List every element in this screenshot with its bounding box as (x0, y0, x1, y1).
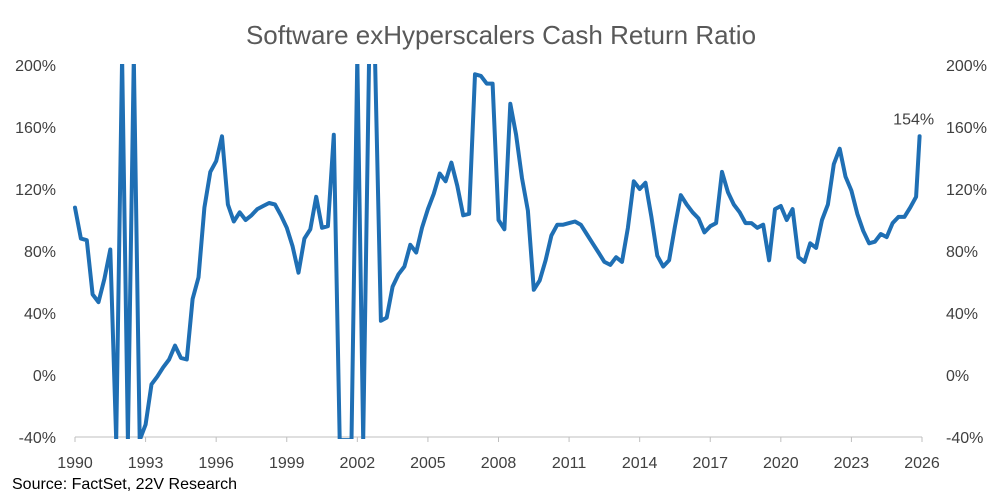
x-tick-label: 1996 (198, 455, 234, 472)
y-tick-label-left: -40% (19, 430, 56, 447)
x-tick-label: 2014 (622, 455, 658, 472)
x-tick-label: 2020 (763, 455, 799, 472)
x-axis: 1990 1993 1996 1999 2002 2005 2008 2011 2014 2017… (57, 437, 940, 472)
x-tick-label: 1990 (57, 455, 93, 472)
source-note: Source: FactSet, 22V Research (12, 476, 237, 493)
y-tick-label-right: 0% (946, 368, 969, 385)
y-tick-label-left: 200% (15, 58, 56, 75)
y-tick-label-right: 80% (946, 244, 978, 261)
x-tick-label: 2023 (834, 455, 870, 472)
series-line (73, 64, 922, 439)
y-tick-label-right: 40% (946, 306, 978, 323)
y-tick-label-right: 120% (946, 182, 987, 199)
y-tick-label-right: -40% (946, 430, 983, 447)
y-tick-label-left: 120% (15, 182, 56, 199)
x-tick-label: 2005 (410, 455, 446, 472)
y-tick-label-right: 200% (946, 58, 987, 75)
x-tick-label: 2017 (692, 455, 728, 472)
right-y-axis: 200% 160% 120% 80% 40% 0% -40% (946, 58, 987, 447)
y-tick-label-left: 40% (24, 306, 56, 323)
x-tick-label: 1999 (269, 455, 305, 472)
x-tick-label: 1993 (128, 455, 164, 472)
y-tick-label-right: 160% (946, 120, 987, 137)
y-tick-label-left: 0% (33, 368, 56, 385)
end-value-label: 154% (893, 111, 934, 128)
chart-title: Software exHyperscalers Cash Return Rati… (246, 20, 756, 50)
x-tick-label: 2026 (904, 455, 940, 472)
x-tick-label: 2011 (552, 455, 587, 472)
x-tick-label: 2002 (340, 455, 376, 472)
y-tick-label-left: 160% (15, 120, 56, 137)
left-y-axis: 200% 160% 120% 80% 40% 0% -40% (15, 58, 56, 447)
y-tick-label-left: 80% (24, 244, 56, 261)
x-tick-label: 2008 (481, 455, 517, 472)
